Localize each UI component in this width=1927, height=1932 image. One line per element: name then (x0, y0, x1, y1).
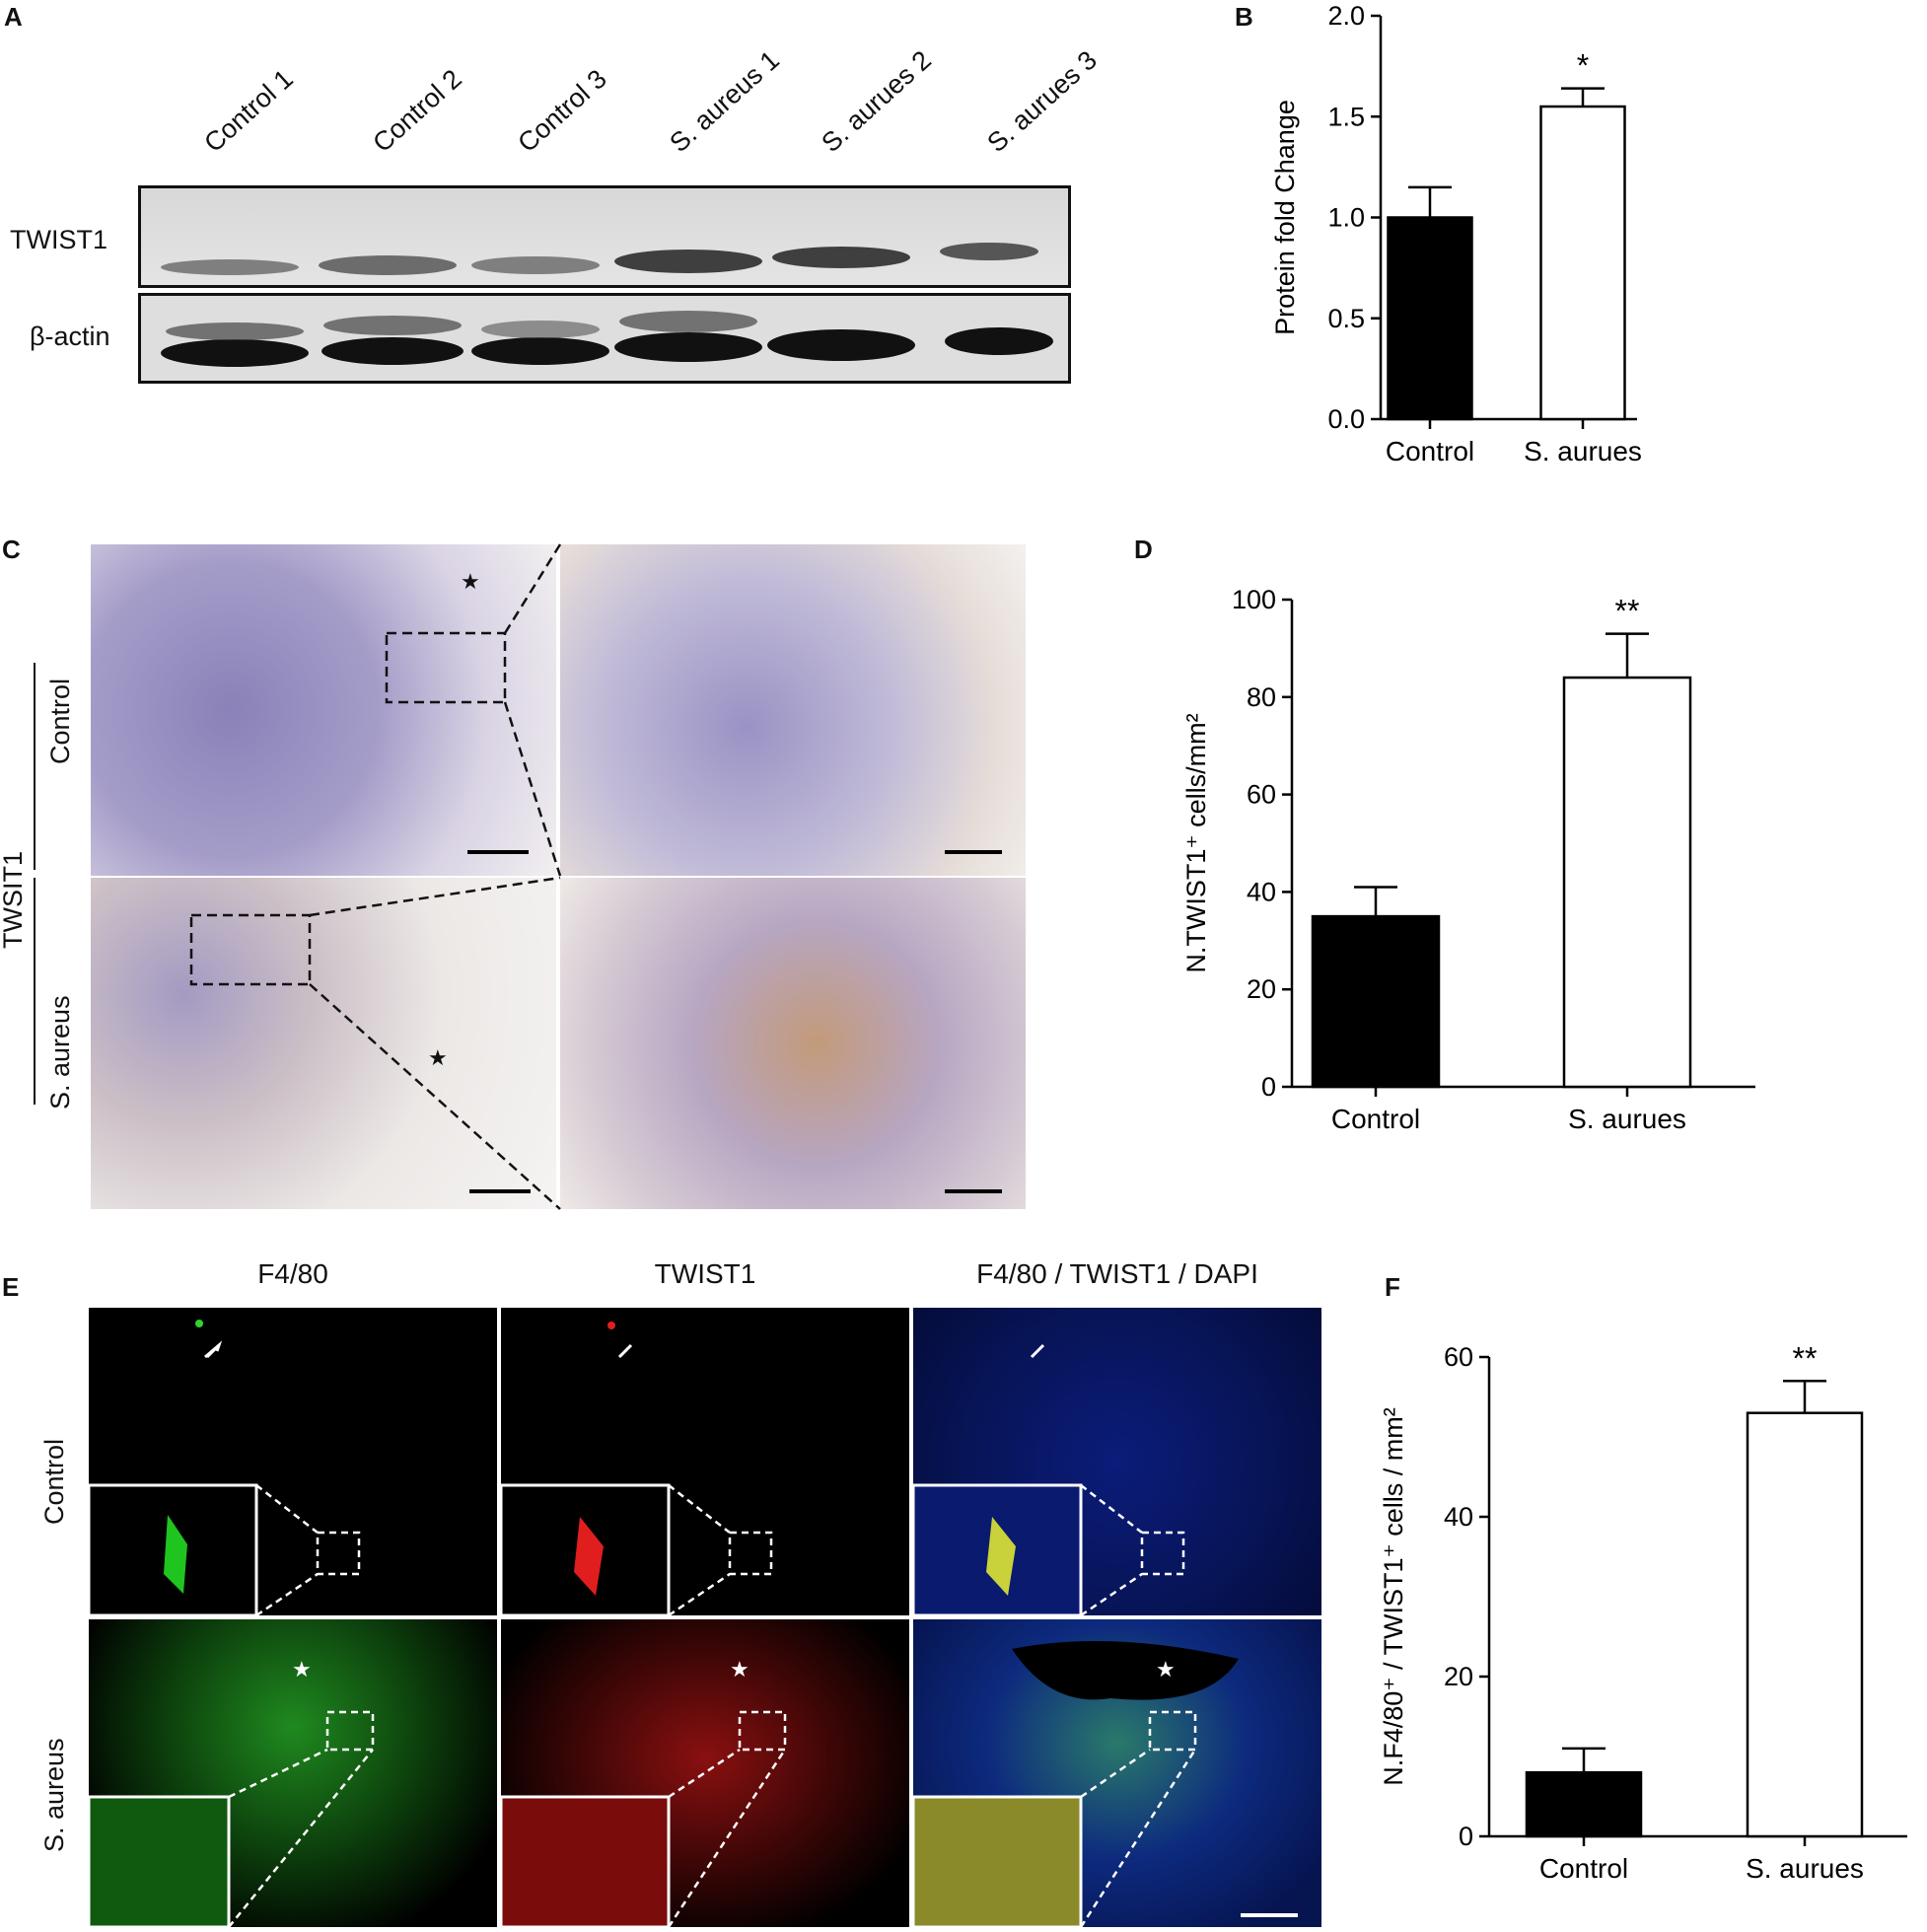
y-axis-label: Protein fold Change (1270, 100, 1300, 335)
blot-row-label-twist1: TWIST1 (10, 225, 107, 254)
y-tick-label: 60 (1444, 1342, 1473, 1372)
if-row-label-saureus: S. aureus (39, 1738, 69, 1852)
bar (1539, 105, 1626, 421)
ihc-saureus-overview: ★ (91, 878, 556, 1209)
x-tick-label: S. aurues (1568, 1104, 1686, 1134)
blot-row-label-actin: β-actin (30, 322, 110, 351)
y-axis-label: N.F4/80⁺ / TWIST1⁺ cells / mm² (1379, 1407, 1408, 1786)
if-col-title-merge: F4/80 / TWIST1 / DAPI (976, 1258, 1258, 1289)
y-tick-label: 0.0 (1327, 404, 1365, 434)
bar (1387, 216, 1473, 421)
panel-label-c: C (2, 535, 21, 564)
y-tick-label: 100 (1232, 585, 1276, 614)
bar (1311, 914, 1441, 1089)
y-tick-label: 1.0 (1327, 203, 1365, 233)
bar-chart-b: 0.0 0.5 1.0 1.5 2.0 Protein fold Change Contro… (1270, 1, 1642, 466)
if-control-twist1 (501, 1308, 909, 1615)
y-tick-label: 0.5 (1327, 304, 1365, 333)
x-tick-label: Control (1331, 1104, 1420, 1134)
bar-chart-f: 0 20 40 60 N.F4/80⁺ / TWIST1⁺ cells / mm² Con… (1379, 1340, 1907, 1884)
panel-label-f: F (1385, 1272, 1400, 1302)
x-tick-label: Control (1386, 436, 1474, 466)
if-control-merge (913, 1308, 1321, 1615)
ihc-zoom-connectors (309, 543, 562, 1210)
bar (1525, 1770, 1643, 1838)
y-tick-label: 80 (1247, 682, 1276, 712)
ihc-control-zoom (560, 544, 1026, 876)
ihc-row-bracket (34, 878, 36, 1105)
if-col-title-f480: F4/80 (257, 1258, 328, 1289)
y-axis-label: N.TWIST1⁺ cells/mm² (1181, 713, 1211, 972)
ihc-row-bracket (34, 663, 36, 870)
actin-bands (161, 311, 1053, 367)
significance-marker: * (1577, 48, 1589, 84)
panel-label-d: D (1134, 535, 1153, 564)
significance-marker: ** (1615, 594, 1640, 629)
if-saureus-merge: ★ (913, 1619, 1321, 1927)
x-tick-label: S. aurues (1524, 436, 1642, 466)
bar (1562, 676, 1692, 1089)
if-saureus-twist1: ★ (501, 1619, 909, 1927)
if-saureus-f480: ★ (89, 1619, 497, 1927)
svg-text:★: ★ (292, 1657, 312, 1682)
y-tick-label: 0 (1261, 1072, 1276, 1102)
svg-text:★: ★ (428, 1045, 448, 1070)
if-control-f480 (89, 1308, 497, 1615)
bar (1746, 1411, 1864, 1838)
y-tick-label: 2.0 (1327, 1, 1365, 31)
y-tick-label: 0 (1459, 1822, 1473, 1851)
y-tick-label: 40 (1444, 1502, 1473, 1532)
panel-label-e: E (2, 1272, 20, 1302)
panel-label-b: B (1235, 2, 1253, 32)
panel-label-a: A (4, 2, 23, 32)
if-row-label-control: Control (39, 1438, 69, 1525)
twist1-bands (161, 243, 1038, 275)
y-tick-label: 40 (1247, 877, 1276, 906)
svg-text:★: ★ (461, 569, 480, 594)
twist1-blot (138, 185, 1071, 288)
svg-text:★: ★ (1156, 1657, 1176, 1682)
y-tick-label: 20 (1444, 1662, 1473, 1691)
ihc-saureus-zoom (560, 878, 1026, 1209)
ihc-control-overview: ★ (91, 544, 556, 876)
significance-marker: ** (1793, 1340, 1818, 1376)
if-col-title-twist1: TWIST1 (654, 1258, 756, 1289)
actin-blot (138, 293, 1071, 384)
svg-text:★: ★ (730, 1657, 749, 1682)
y-tick-label: 20 (1247, 974, 1276, 1004)
y-tick-label: 1.5 (1327, 102, 1365, 131)
x-tick-label: Control (1539, 1853, 1628, 1884)
y-tick-label: 60 (1247, 780, 1276, 810)
bar-chart-d: 0 20 40 60 80 100 N.TWIST1⁺ cells/mm² Control S.… (1181, 585, 1755, 1134)
x-tick-label: S. aurues (1746, 1853, 1864, 1884)
